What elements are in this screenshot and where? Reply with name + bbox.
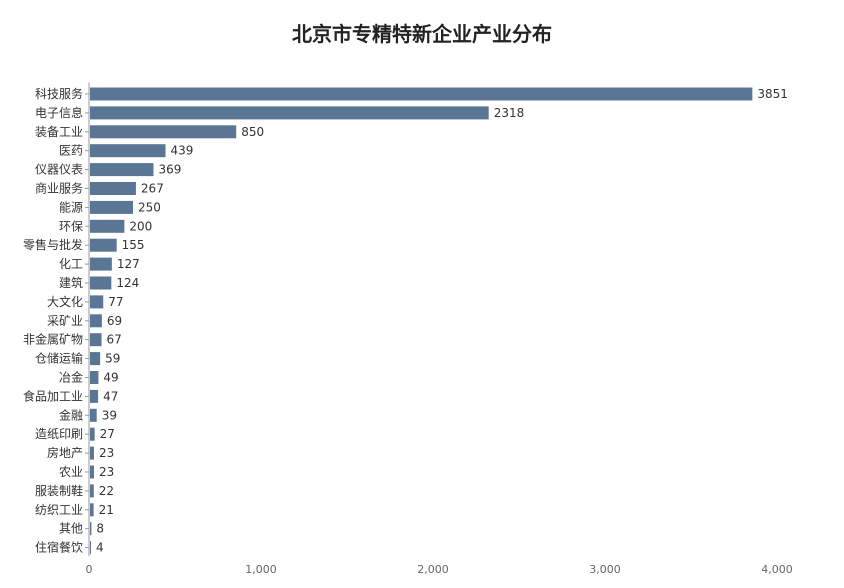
category-label: 化工 [59, 257, 83, 271]
value-label: 27 [100, 427, 115, 441]
value-label: 77 [108, 295, 123, 309]
value-label: 69 [107, 314, 122, 328]
value-label: 23 [99, 465, 114, 479]
bar [90, 408, 97, 422]
category-label: 大文化 [47, 294, 83, 309]
bar [90, 389, 99, 403]
bar [90, 200, 133, 214]
category-label: 服装制鞋 [35, 483, 83, 498]
value-label: 124 [116, 276, 139, 290]
category-label: 医药 [59, 144, 83, 158]
value-label: 127 [117, 257, 140, 271]
bar [90, 446, 94, 460]
category-label: 造纸印刷 [35, 427, 83, 441]
bar [90, 106, 489, 120]
x-tick-label: 0 [86, 563, 93, 576]
bar [90, 219, 125, 233]
value-label: 369 [158, 163, 181, 177]
value-label: 155 [122, 238, 145, 252]
value-label: 67 [107, 333, 122, 347]
category-label: 仓储运输 [35, 351, 83, 366]
category-label: 食品加工业 [23, 388, 83, 403]
category-label: 其他 [59, 522, 83, 536]
bar [90, 314, 102, 328]
category-label: 装备工业 [35, 125, 83, 139]
bar [90, 87, 753, 101]
bar [90, 352, 101, 366]
value-label: 850 [241, 125, 264, 139]
category-label: 电子信息 [35, 105, 83, 120]
value-label: 49 [103, 371, 118, 385]
value-label: 59 [105, 352, 120, 366]
bar [90, 295, 104, 309]
value-label: 39 [102, 408, 117, 422]
bar [90, 333, 102, 347]
category-label: 科技服务 [35, 86, 83, 101]
value-label: 4 [96, 541, 104, 555]
bar [90, 503, 94, 517]
value-label: 3851 [757, 87, 788, 101]
bar [90, 163, 154, 177]
bar [90, 522, 92, 536]
bar [90, 371, 99, 384]
bar [90, 484, 94, 498]
value-label: 23 [99, 446, 114, 460]
category-label: 仪器仪表 [35, 163, 83, 177]
value-label: 47 [103, 389, 118, 403]
value-label: 2318 [494, 106, 525, 120]
bar [90, 276, 112, 290]
chart-title: 北京市专精特新企业产业分布 [292, 22, 552, 46]
category-label: 非金属矿物 [23, 332, 83, 347]
bar [90, 144, 166, 158]
bar [90, 238, 117, 252]
category-label: 农业 [59, 465, 83, 479]
value-label: 267 [141, 182, 164, 196]
category-label: 冶金 [59, 370, 83, 385]
x-tick-label: 3,000 [589, 563, 621, 576]
category-label: 住宿餐饮 [35, 540, 83, 555]
value-label: 22 [99, 484, 114, 498]
value-label: 8 [96, 522, 104, 536]
bar [90, 427, 95, 441]
x-tick-label: 1,000 [245, 563, 277, 576]
category-label: 房地产 [47, 445, 83, 460]
category-label: 建筑 [59, 275, 83, 290]
value-label: 439 [171, 144, 194, 158]
x-tick-label: 4,000 [761, 563, 793, 576]
value-label: 250 [138, 200, 161, 214]
category-label: 零售与批发 [23, 237, 83, 252]
value-label: 21 [99, 503, 114, 517]
category-label: 纺织工业 [35, 503, 83, 517]
bar [90, 257, 112, 271]
category-label: 商业服务 [35, 181, 83, 196]
bar [90, 465, 94, 479]
x-tick-label: 2,000 [417, 563, 449, 576]
bar [90, 541, 91, 555]
category-label: 能源 [59, 200, 83, 214]
category-label: 金融 [59, 407, 83, 422]
bar [90, 182, 136, 195]
category-label: 环保 [59, 219, 83, 233]
category-label: 采矿业 [47, 314, 83, 328]
bar [90, 125, 237, 139]
value-label: 200 [129, 219, 152, 233]
